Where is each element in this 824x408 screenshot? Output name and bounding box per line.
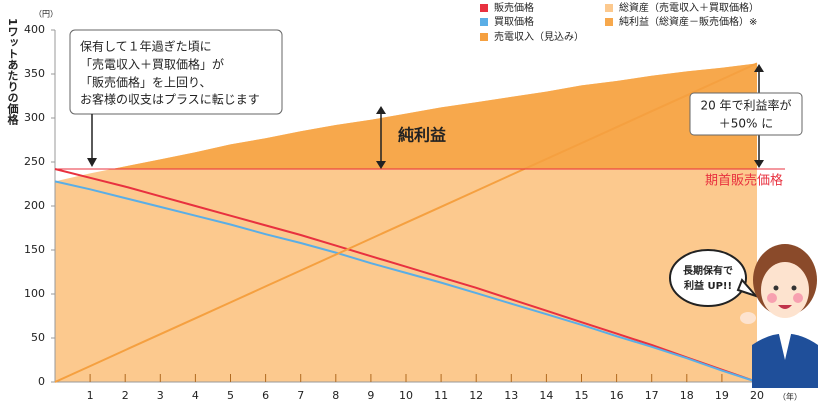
- x-tick-label: 9: [367, 389, 374, 402]
- x-tick-label: 3: [157, 389, 164, 402]
- reference-label: 期首販売価格: [705, 173, 783, 189]
- x-tick-label: 5: [227, 389, 234, 402]
- x-tick-label: 12: [469, 389, 483, 402]
- legend-swatch: [480, 33, 488, 41]
- legend-label: 純利益（総資産－販売価格）※: [619, 15, 757, 28]
- callout-box: [69, 29, 283, 115]
- bubble-tail: [736, 278, 760, 299]
- x-tick-label: 20: [750, 389, 764, 402]
- bubble-line: 長期保有で: [683, 264, 733, 277]
- y-tick-label: 0: [38, 375, 45, 388]
- bubble-line: 利益 UP!!: [684, 279, 732, 292]
- legend-swatch: [480, 18, 488, 26]
- x-tick-label: 13: [504, 389, 518, 402]
- y-axis-label: 1ワットあたりの価格: [6, 18, 20, 125]
- arrow-head: [87, 158, 97, 167]
- x-tick-label: 4: [192, 389, 199, 402]
- y-tick-label: 350: [24, 67, 45, 80]
- character: [740, 244, 818, 388]
- y-tick-label: 250: [24, 155, 45, 168]
- line: [54, 62, 758, 383]
- y-tick-label: 150: [24, 243, 45, 256]
- x-tick-label: 17: [645, 389, 659, 402]
- y-tick-label: 300: [24, 111, 45, 124]
- x-tick-label: 2: [122, 389, 129, 402]
- line: [54, 168, 758, 383]
- rate-line: ＋50% に: [719, 117, 774, 131]
- x-tick-label: 10: [399, 389, 413, 402]
- legend-label: 販売価格: [494, 1, 534, 14]
- y-unit: （円）: [34, 10, 58, 19]
- speech-bubble: [669, 249, 747, 307]
- x-tick-label: 8: [332, 389, 339, 402]
- y-tick-label: 100: [24, 287, 45, 300]
- x-tick-label: 14: [539, 389, 553, 402]
- rate-box: [689, 92, 803, 136]
- legend-label: 買取価格: [494, 15, 534, 28]
- x-unit: （年）: [778, 392, 802, 402]
- line: [54, 180, 758, 383]
- x-tick-label: 19: [715, 389, 729, 402]
- rate-line: 20 年で利益率が: [700, 98, 791, 113]
- x-tick-label: 6: [262, 389, 269, 402]
- y-tick-label: 400: [24, 23, 45, 36]
- callout-line: 保有して１年過ぎた頃に: [80, 40, 212, 54]
- y-tick-label: 200: [24, 199, 45, 212]
- profit-label: 純利益: [398, 126, 446, 145]
- callout-line: お客様の収支はプラスに転じます: [80, 92, 260, 107]
- callout-line: 「売電収入＋買取価格」が: [80, 57, 224, 72]
- area: [111, 63, 757, 170]
- x-tick-label: 1: [87, 389, 94, 402]
- x-tick-label: 7: [297, 389, 304, 402]
- x-tick-label: 18: [680, 389, 694, 402]
- callout-line: 「販売価格」を上回り、: [80, 75, 212, 90]
- x-tick-label: 11: [434, 389, 448, 402]
- legend-swatch: [605, 18, 613, 26]
- legend-label: 売電収入（見込み）: [494, 30, 584, 43]
- x-tick-label: 16: [610, 389, 624, 402]
- y-tick-label: 50: [31, 331, 45, 344]
- x-tick-label: 15: [575, 389, 589, 402]
- legend-swatch: [605, 4, 613, 12]
- legend-swatch: [480, 4, 488, 12]
- legend-label: 総資産（売電収入＋買取価格）: [619, 1, 759, 14]
